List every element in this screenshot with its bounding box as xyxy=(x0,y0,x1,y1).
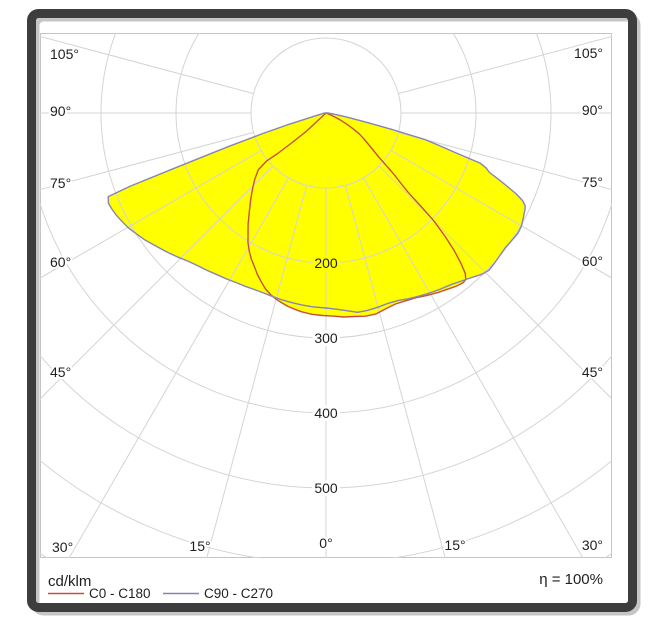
angle-tick-label: 30° xyxy=(52,539,73,555)
curve-layer xyxy=(107,112,526,318)
angle-tick-label: 75° xyxy=(582,174,603,190)
ring-label-layer: 200 300 400 500 xyxy=(311,252,341,499)
angle-tick-label: 15° xyxy=(444,537,465,553)
angle-tick-label: 0° xyxy=(319,535,332,551)
intensity-fill-layer xyxy=(108,112,526,317)
ring-tick-label: 500 xyxy=(314,480,338,496)
angle-tick-label: 60° xyxy=(582,253,603,269)
angle-tick-label: 15° xyxy=(189,538,210,554)
angle-tick-label: 30° xyxy=(582,537,603,553)
angle-tick-label: 90° xyxy=(582,102,603,118)
angle-tick-label: 75° xyxy=(50,175,71,191)
ring-tick-label: 300 xyxy=(314,330,338,346)
curve-c0-c180 xyxy=(247,112,467,318)
angle-tick-label: 60° xyxy=(50,254,71,270)
angle-tick-label: 45° xyxy=(582,364,603,380)
angle-tick-label: 45° xyxy=(50,364,71,380)
legend-label: C0 - C180 xyxy=(89,586,151,601)
angle-tick-label: 105° xyxy=(574,45,603,61)
legend-entry-c0-c180: C0 - C180 xyxy=(48,586,151,601)
curve-c90-c270 xyxy=(107,112,526,313)
efficiency-label: η = 100% xyxy=(539,571,603,588)
ring-tick-label: 200 xyxy=(314,255,338,271)
angle-tick-label: 105° xyxy=(50,46,79,62)
legend-label: C90 - C270 xyxy=(204,586,273,601)
ring-tick-label: 400 xyxy=(314,405,338,421)
units-label: cd/klm xyxy=(48,573,91,590)
legend-entry-c90-c270: C90 - C270 xyxy=(163,586,273,601)
angle-tick-label: 90° xyxy=(50,103,71,119)
window-frame xyxy=(27,9,637,612)
